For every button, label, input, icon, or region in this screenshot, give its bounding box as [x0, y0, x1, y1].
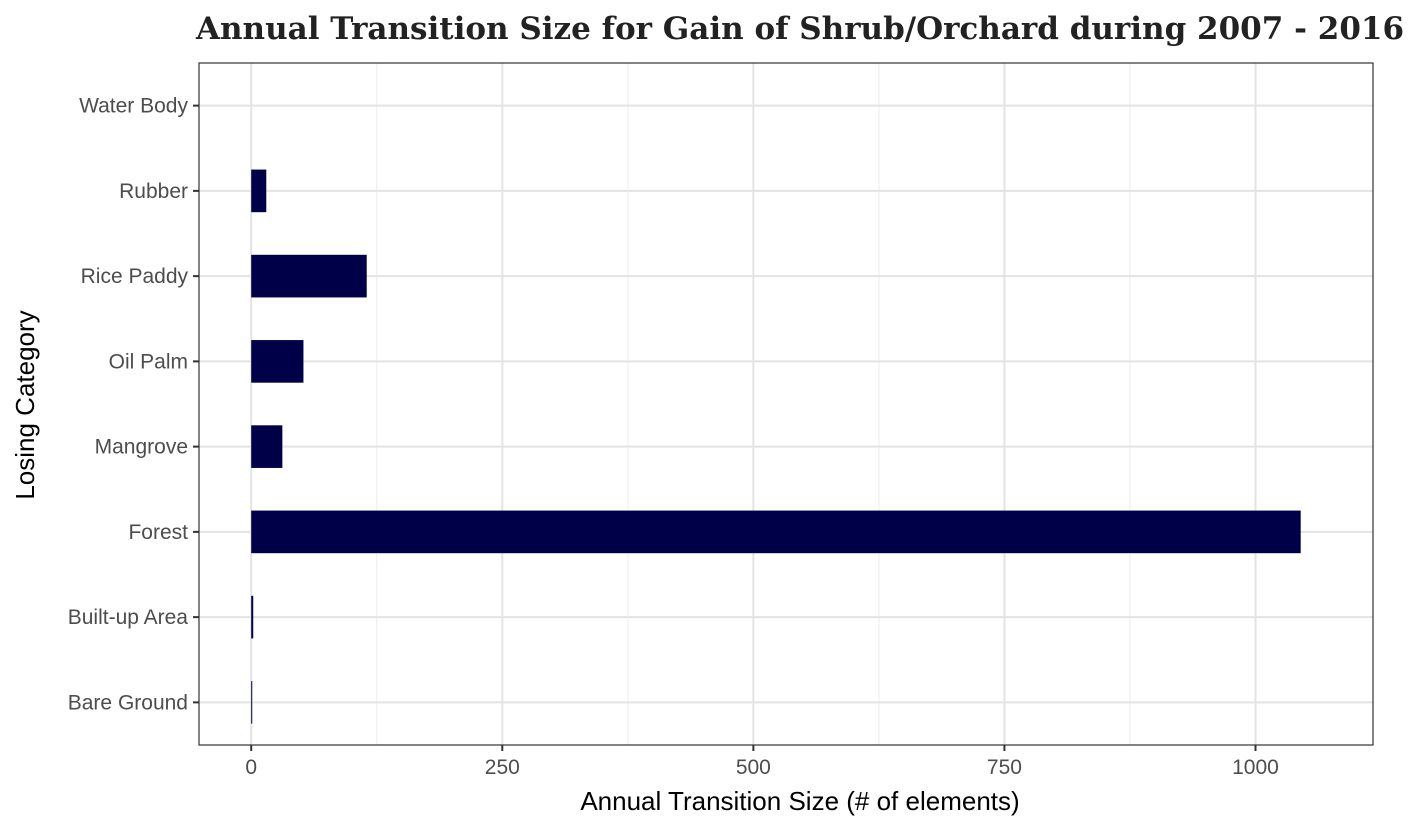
y-tick-label: Rice Paddy — [81, 265, 189, 288]
chart-title: Annual Transition Size for Gain of Shrub… — [195, 11, 1404, 47]
y-tick-label: Water Body — [79, 95, 188, 118]
x-axis-title: Annual Transition Size (# of elements) — [580, 786, 1019, 816]
x-tick-label: 500 — [736, 756, 771, 779]
grid-layer — [199, 63, 1373, 745]
y-tick-label: Mangrove — [95, 436, 188, 459]
y-tick-label: Forest — [128, 521, 188, 544]
x-tick-label: 1000 — [1232, 756, 1279, 779]
x-tick-label: 0 — [245, 756, 257, 779]
y-tick-label: Built-up Area — [68, 606, 189, 629]
x-axis: 0 250 500 750 1000 — [245, 745, 1279, 779]
y-tick-label: Bare Ground — [68, 691, 188, 714]
bar-forest — [251, 510, 1301, 554]
bar-mangrove — [251, 425, 283, 468]
bar-rubber — [251, 169, 267, 213]
x-tick-label: 750 — [987, 756, 1022, 779]
y-tick-label: Oil Palm — [109, 350, 188, 373]
bar-bare-ground — [251, 681, 253, 724]
x-tick-label: 250 — [485, 756, 520, 779]
bar-rice-paddy — [251, 254, 367, 298]
bars-layer — [251, 169, 1301, 724]
panel-border — [198, 62, 1374, 746]
bar-built-up-area — [251, 595, 254, 639]
y-axis-title: Losing Category — [10, 310, 40, 499]
bar-oil-palm — [251, 340, 304, 383]
plot-panel — [199, 63, 1373, 745]
y-tick-label: Rubber — [119, 180, 188, 203]
y-axis: Bare Ground Built-up Area Forest Mangrove Oi… — [68, 95, 199, 714]
